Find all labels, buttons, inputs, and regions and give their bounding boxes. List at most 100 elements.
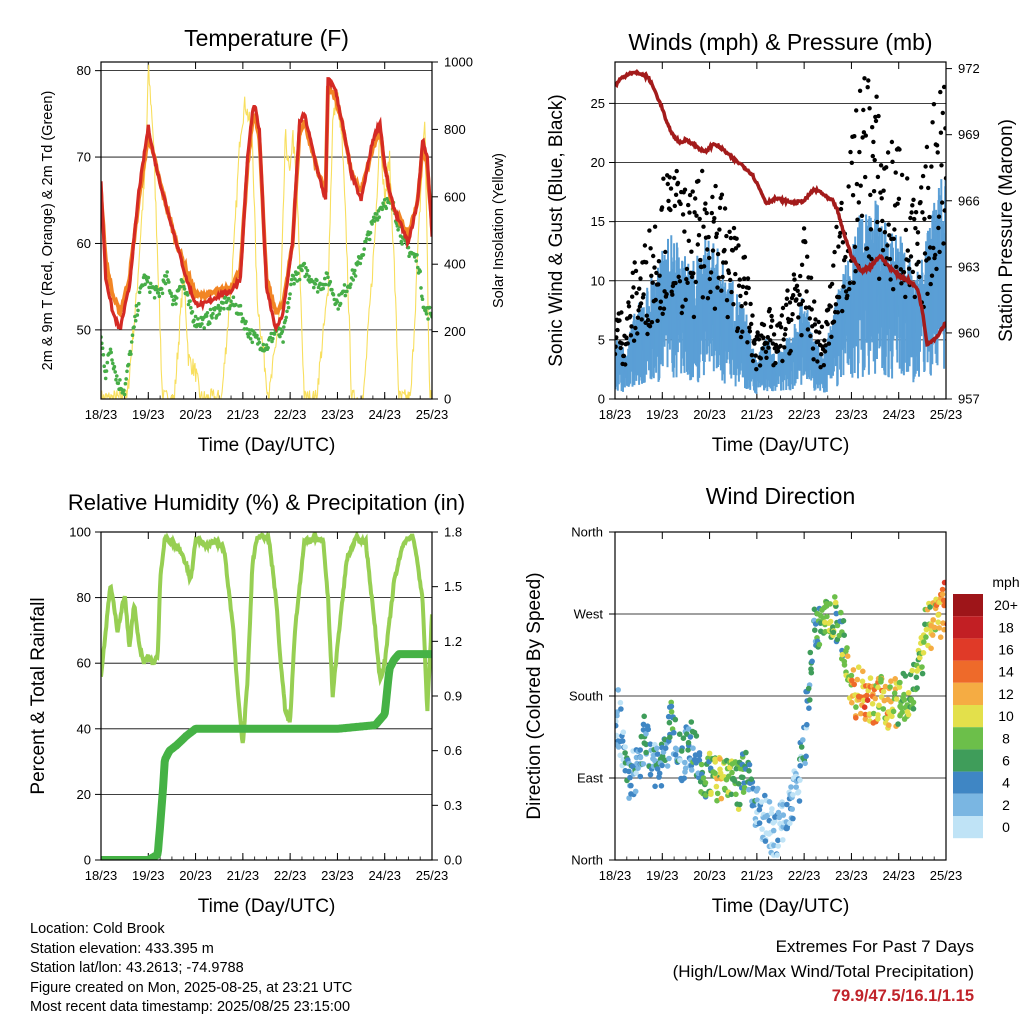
direction-point bbox=[615, 718, 619, 725]
gust-point bbox=[871, 189, 877, 194]
gust-point bbox=[870, 125, 875, 130]
dewpoint-point bbox=[328, 279, 333, 284]
direction-point bbox=[901, 691, 907, 698]
gust-point bbox=[729, 289, 734, 295]
gust-point bbox=[813, 317, 818, 322]
direction-point bbox=[733, 791, 739, 798]
dewpoint-point bbox=[272, 332, 277, 336]
gust-point bbox=[674, 168, 679, 174]
gust-point bbox=[628, 313, 633, 319]
dewpoint-point bbox=[330, 287, 334, 292]
gust-point bbox=[807, 316, 812, 321]
direction-point bbox=[728, 791, 735, 798]
gust-point bbox=[885, 243, 890, 248]
gust-point bbox=[673, 280, 678, 286]
colorbar-swatch bbox=[953, 816, 983, 839]
dewpoint-point bbox=[238, 303, 243, 308]
gust-point bbox=[749, 353, 755, 358]
direction-point bbox=[681, 775, 687, 781]
direction-point bbox=[672, 716, 679, 723]
direction-point bbox=[667, 734, 673, 741]
direction-point bbox=[935, 619, 941, 625]
dewpoint-point bbox=[216, 303, 221, 308]
gust-point bbox=[727, 229, 732, 234]
direction-point bbox=[860, 668, 866, 675]
gust-point bbox=[672, 203, 677, 209]
direction-point bbox=[902, 673, 909, 679]
gust-point bbox=[690, 189, 695, 194]
x-tick-label: 18/23 bbox=[85, 407, 118, 422]
direction-point bbox=[921, 639, 927, 645]
direction-point bbox=[780, 812, 787, 818]
colorbar-swatch bbox=[953, 682, 983, 705]
colorbar-label: 12 bbox=[998, 686, 1014, 702]
plot-frame bbox=[614, 531, 947, 861]
gust-point bbox=[882, 230, 888, 235]
gust-point bbox=[908, 215, 913, 221]
gust-point bbox=[871, 139, 876, 145]
dewpoint-point bbox=[287, 296, 292, 301]
direction-point bbox=[628, 782, 634, 789]
direction-point bbox=[849, 699, 855, 706]
colorbar-label: 2 bbox=[1002, 797, 1010, 813]
gust-point bbox=[645, 317, 651, 323]
gust-point bbox=[624, 335, 629, 340]
gust-point bbox=[874, 94, 879, 99]
gust-point bbox=[927, 245, 933, 250]
dewpoint-point bbox=[266, 346, 270, 350]
dewpoint-point bbox=[174, 302, 178, 306]
gust-point bbox=[668, 186, 674, 191]
x-axis-label: Time (Day/UTC) bbox=[712, 435, 850, 456]
series-relative-humidity bbox=[101, 532, 432, 744]
gust-point bbox=[892, 227, 897, 232]
plot-area-temperature bbox=[101, 64, 432, 399]
gust-point bbox=[706, 234, 711, 240]
direction-point bbox=[890, 708, 897, 715]
colorbar-label: 8 bbox=[1002, 730, 1010, 746]
gust-point bbox=[750, 313, 755, 318]
gust-point bbox=[780, 358, 785, 364]
gust-point bbox=[647, 324, 653, 329]
direction-point bbox=[779, 801, 786, 808]
dewpoint-point bbox=[200, 322, 204, 326]
gust-point bbox=[719, 288, 724, 293]
gust-point bbox=[852, 134, 857, 139]
direction-point bbox=[693, 733, 700, 739]
colorbar-label: 0 bbox=[1002, 819, 1010, 835]
direction-point bbox=[897, 679, 903, 686]
gust-point bbox=[659, 205, 665, 210]
gust-point bbox=[728, 277, 733, 283]
gust-point bbox=[909, 210, 914, 215]
gust-point bbox=[798, 273, 803, 279]
dewpoint-point bbox=[368, 230, 373, 235]
dewpoint-point bbox=[343, 293, 348, 298]
x-tick-label: 22/23 bbox=[788, 868, 821, 883]
gust-point bbox=[884, 165, 889, 170]
gust-point bbox=[919, 185, 924, 190]
direction-point bbox=[737, 801, 743, 808]
direction-point bbox=[864, 692, 870, 699]
dewpoint-point bbox=[396, 228, 400, 232]
direction-point bbox=[913, 674, 920, 681]
direction-point bbox=[787, 820, 793, 827]
gust-point bbox=[920, 173, 926, 179]
direction-point bbox=[876, 702, 882, 709]
gust-point bbox=[700, 168, 705, 174]
station-info: Location: Cold Brook Station elevation: … bbox=[30, 920, 352, 1018]
gust-point bbox=[778, 343, 783, 349]
gust-point bbox=[889, 139, 895, 145]
y-tick-label: East bbox=[577, 771, 603, 786]
direction-point bbox=[841, 632, 847, 638]
direction-point bbox=[729, 769, 735, 776]
gust-point bbox=[711, 219, 716, 224]
gust-point bbox=[626, 300, 631, 305]
direction-point bbox=[800, 737, 806, 743]
colorbar-swatch bbox=[953, 660, 983, 683]
direction-point bbox=[880, 688, 887, 695]
direction-point bbox=[812, 627, 818, 633]
gust-point bbox=[696, 178, 701, 184]
dewpoint-point bbox=[122, 392, 127, 397]
direction-point bbox=[941, 626, 946, 633]
gust-point bbox=[658, 306, 663, 311]
direction-point bbox=[615, 687, 621, 693]
